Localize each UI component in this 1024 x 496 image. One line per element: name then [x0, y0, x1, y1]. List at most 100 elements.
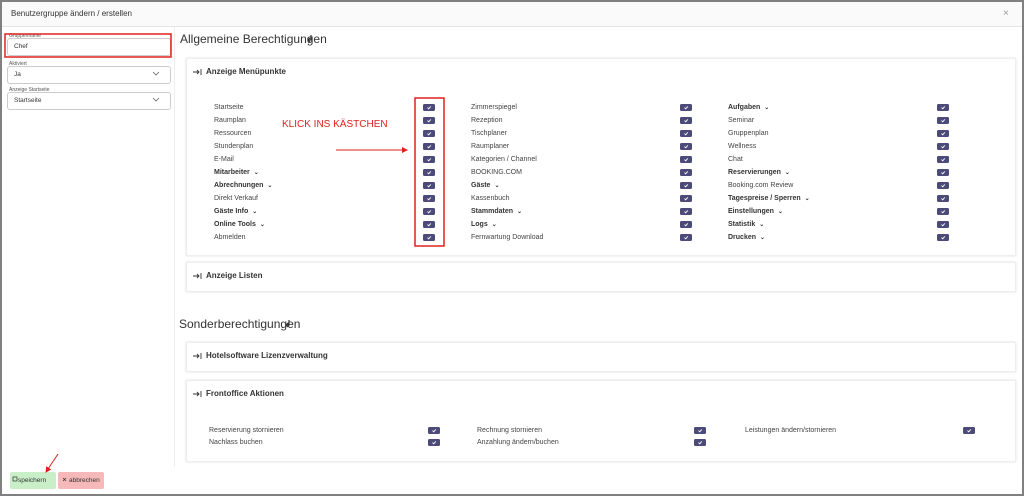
panel-title[interactable]: Frontoffice Aktionen: [206, 389, 284, 398]
checkbox[interactable]: [937, 169, 949, 176]
permission-label: Einstellungen ⌄: [728, 208, 783, 215]
permission-label: Tischplaner: [471, 130, 507, 137]
checkbox[interactable]: [937, 208, 949, 215]
checkbox[interactable]: [680, 117, 692, 124]
expand-icon[interactable]: ⌄: [517, 209, 523, 215]
checkbox[interactable]: [680, 130, 692, 137]
expand-icon[interactable]: ⌄: [764, 105, 770, 111]
checkbox[interactable]: [937, 156, 949, 163]
permission-label: Abmelden: [214, 234, 246, 241]
permission-label: Leistungen ändern/stornieren: [745, 427, 837, 434]
checkbox[interactable]: [423, 182, 435, 189]
title-bar: [2, 2, 1022, 27]
permission-label: Startseite: [214, 104, 244, 111]
cancel-label: abbrechen: [69, 477, 100, 484]
expand-icon[interactable]: ⌄: [804, 196, 810, 202]
checkbox[interactable]: [937, 234, 949, 241]
field-label: Gruppenname: [9, 33, 41, 39]
checkbox[interactable]: [937, 143, 949, 150]
checkbox[interactable]: [680, 221, 692, 228]
permission-label: Raumplaner: [471, 143, 510, 150]
checkbox[interactable]: [680, 169, 692, 176]
checkbox[interactable]: [423, 130, 435, 137]
permission-label: Online Tools ⌄: [214, 221, 265, 228]
permission-label: Kategorien / Channel: [471, 156, 537, 163]
checkbox[interactable]: [937, 182, 949, 189]
checkbox[interactable]: [694, 439, 706, 446]
permission-label: Stundenplan: [214, 143, 254, 150]
checkbox[interactable]: [423, 117, 435, 124]
field-value: Ja: [14, 71, 21, 78]
panel: [186, 58, 1016, 256]
section-title: Allgemeine Berechtigungen: [180, 32, 327, 46]
checkbox[interactable]: [937, 221, 949, 228]
checkbox[interactable]: [963, 427, 975, 434]
permission-label: Abrechnungen ⌄: [214, 182, 273, 189]
permission-label: Aufgaben ⌄: [728, 104, 770, 111]
checkbox[interactable]: [423, 104, 435, 111]
expand-icon[interactable]: ⌄: [252, 209, 258, 215]
permission-label: Fernwartung Download: [471, 234, 544, 241]
panel-title[interactable]: Anzeige Listen: [206, 271, 263, 280]
permission-label: BOOKING.COM: [471, 169, 522, 176]
permission-label: Anzahlung ändern/buchen: [477, 439, 559, 446]
close-button[interactable]: ×: [1003, 8, 1009, 19]
permission-label: Seminar: [728, 117, 755, 124]
checkbox[interactable]: [680, 208, 692, 215]
checkbox[interactable]: [937, 195, 949, 202]
checkbox[interactable]: [423, 169, 435, 176]
permission-label: E-Mail: [214, 156, 234, 163]
save-label: speichern: [18, 477, 47, 484]
permission-label: Drucken ⌄: [728, 234, 766, 241]
checkbox[interactable]: [423, 234, 435, 241]
permission-label: Tagespreise / Sperren ⌄: [728, 195, 810, 202]
permission-label: Reservierung stornieren: [209, 427, 284, 434]
checkbox[interactable]: [937, 117, 949, 124]
panel-title[interactable]: Anzeige Menüpunkte: [206, 67, 287, 76]
checkbox[interactable]: [680, 182, 692, 189]
checkbox[interactable]: [428, 427, 440, 434]
checkbox[interactable]: [680, 234, 692, 241]
permission-label: Logs ⌄: [471, 221, 497, 228]
expand-icon[interactable]: ⌄: [259, 222, 265, 228]
expand-icon[interactable]: ⌄: [253, 170, 259, 176]
checkbox[interactable]: [423, 156, 435, 163]
permission-label: Rechnung stornieren: [477, 427, 542, 434]
checkbox[interactable]: [423, 195, 435, 202]
permission-label: Ressourcen: [214, 130, 252, 137]
checkbox[interactable]: [680, 104, 692, 111]
checkbox[interactable]: [423, 208, 435, 215]
checkbox[interactable]: [694, 427, 706, 434]
expand-icon[interactable]: ⌄: [491, 222, 497, 228]
field-value: Chef: [14, 43, 28, 50]
checkbox[interactable]: [680, 143, 692, 150]
expand-icon[interactable]: ⌄: [760, 235, 766, 241]
permission-label: Gäste Info ⌄: [214, 208, 258, 215]
dialog-title: Benutzergruppe ändern / erstellen: [11, 9, 132, 18]
permission-label: Nachlass buchen: [209, 439, 263, 446]
cancel-button[interactable]: [58, 472, 104, 489]
permission-label: Zimmerspiegel: [471, 104, 517, 111]
checkbox[interactable]: [428, 439, 440, 446]
expand-icon[interactable]: ⌄: [759, 222, 765, 228]
panel-title[interactable]: Hotelsoftware Lizenzverwaltung: [206, 351, 328, 360]
permission-label: Direkt Verkauf: [214, 195, 258, 202]
checkbox[interactable]: [937, 130, 949, 137]
expand-icon[interactable]: ⌄: [784, 170, 790, 176]
panel: [186, 262, 1016, 292]
checkbox[interactable]: [423, 221, 435, 228]
permission-label: Chat: [728, 156, 743, 163]
input[interactable]: [7, 92, 171, 110]
input[interactable]: [7, 66, 171, 84]
permission-label: Wellness: [728, 143, 757, 150]
expand-icon[interactable]: ⌄: [777, 209, 783, 215]
expand-icon[interactable]: ⌄: [267, 183, 273, 189]
save-button[interactable]: [10, 472, 56, 489]
expand-icon[interactable]: ⌄: [494, 183, 500, 189]
checkbox[interactable]: [937, 104, 949, 111]
checkbox[interactable]: [680, 195, 692, 202]
checkbox[interactable]: [423, 143, 435, 150]
permission-label: Gruppenplan: [728, 130, 769, 137]
checkbox[interactable]: [680, 156, 692, 163]
